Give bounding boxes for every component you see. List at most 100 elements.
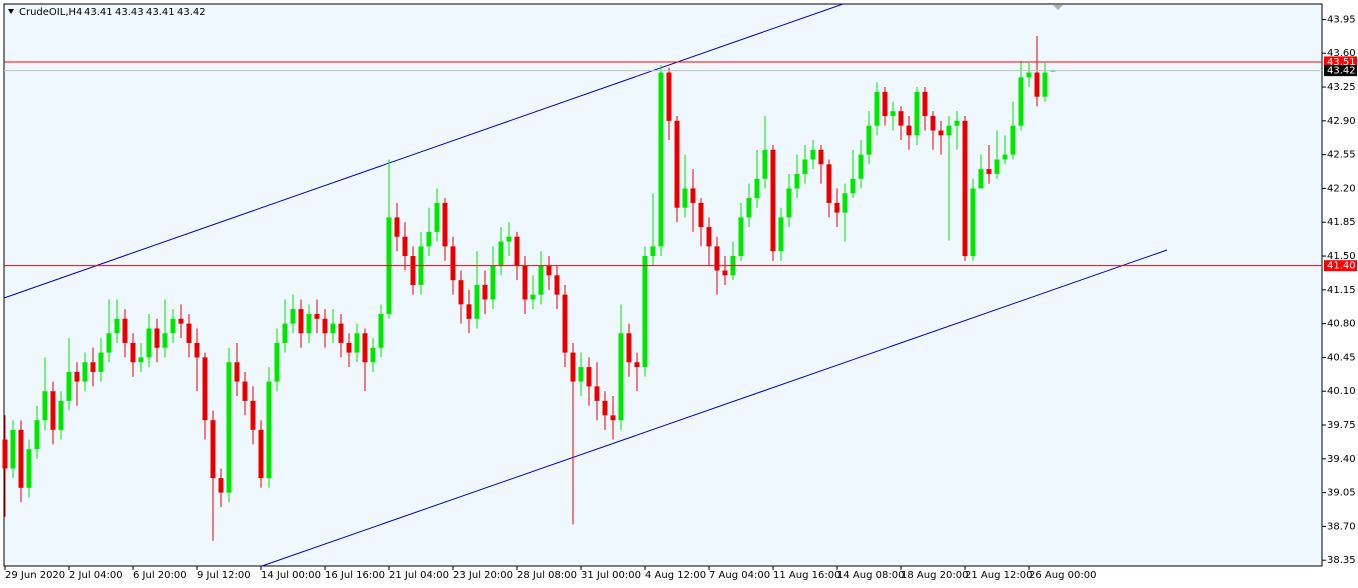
candle-body — [242, 381, 248, 401]
y-tick-label: 39.05 — [1327, 488, 1356, 499]
candle-body — [146, 328, 152, 358]
candle-body — [610, 415, 616, 421]
candle-body — [82, 362, 88, 382]
x-tick-label: 21 Aug 12:00 — [965, 570, 1032, 581]
candle-body — [914, 91, 920, 136]
candle-body — [1018, 77, 1024, 126]
y-tick-label: 42.55 — [1327, 150, 1356, 161]
candle-body — [970, 188, 976, 257]
candle-body — [362, 333, 368, 363]
candle-body — [458, 280, 464, 305]
candle-body — [786, 188, 792, 218]
candle-body — [450, 246, 456, 281]
candle-body — [842, 193, 848, 213]
candle-body — [882, 91, 888, 117]
bid-label: 43.42 — [1327, 66, 1356, 77]
x-tick-label: 11 Aug 16:00 — [773, 570, 840, 581]
candle-body — [818, 149, 824, 165]
candle-body — [34, 420, 40, 450]
candle-body — [890, 111, 896, 117]
candle-body — [162, 333, 168, 348]
candle-body — [290, 309, 296, 324]
price-line-label: 43.51 — [1327, 57, 1356, 68]
candle-body — [322, 318, 328, 334]
candle-body — [490, 265, 496, 300]
candle-body — [898, 111, 904, 126]
candle-body — [810, 149, 816, 160]
y-tick-label: 39.40 — [1327, 454, 1356, 465]
candle-body — [306, 313, 312, 334]
candle-body — [642, 256, 648, 368]
candle-body — [802, 159, 808, 174]
bid-tag — [1324, 65, 1357, 77]
y-tick-label: 40.80 — [1327, 319, 1356, 330]
candle-body — [114, 318, 120, 334]
candle-body — [874, 91, 880, 126]
candle-body — [850, 178, 856, 194]
candle-body — [530, 294, 536, 300]
candle-body — [514, 236, 520, 266]
candle-body — [946, 125, 952, 136]
candle-body — [218, 478, 224, 493]
candle-body — [722, 270, 728, 276]
candle-body — [754, 178, 760, 199]
candle-body — [626, 333, 632, 363]
x-tick-label: 4 Aug 12:00 — [645, 570, 706, 581]
candle-body — [170, 318, 176, 334]
candle-body — [762, 149, 768, 179]
candle-body — [370, 347, 376, 363]
candle-body — [210, 420, 216, 479]
x-tick-label: 21 Jul 04:00 — [389, 570, 449, 581]
shift-marker — [1053, 5, 1063, 10]
candle-body — [706, 227, 712, 247]
candle-body — [98, 352, 104, 372]
candle-body — [682, 188, 688, 208]
y-tick-label: 41.85 — [1327, 217, 1356, 228]
x-tick-label: 6 Jul 20:00 — [133, 570, 187, 581]
candle-body — [634, 362, 640, 368]
candle-body — [346, 342, 352, 353]
candle-body — [50, 391, 56, 430]
candle-body — [178, 318, 184, 324]
candle-body — [234, 362, 240, 382]
candle-body — [474, 285, 480, 319]
candle-body — [258, 429, 264, 479]
ohlc-high: 43.43 — [115, 7, 144, 18]
price-line-tag — [1324, 56, 1357, 68]
candle-body — [770, 149, 776, 252]
chart-title: CrudeOIL,H4 — [19, 7, 82, 18]
y-tick-label: 39.75 — [1327, 420, 1356, 431]
y-tick-label: 42.90 — [1327, 116, 1356, 127]
price-line-tag — [1324, 260, 1357, 272]
candle-body — [90, 362, 96, 372]
candle-body — [618, 333, 624, 421]
candle-body — [194, 342, 200, 358]
x-tick-label: 16 Jul 16:00 — [325, 570, 385, 581]
candle-body — [138, 357, 144, 363]
symbol-menu-arrow[interactable] — [8, 9, 14, 14]
candle-body — [1026, 72, 1032, 78]
x-tick-label: 2 Jul 04:00 — [69, 570, 123, 581]
candle-body — [274, 342, 280, 382]
x-tick-label: 9 Jul 12:00 — [197, 570, 251, 581]
y-tick-label: 38.35 — [1327, 555, 1356, 566]
candle-body — [866, 125, 872, 155]
candle-body — [58, 400, 64, 430]
candle-body — [586, 367, 592, 387]
candle-body — [658, 72, 664, 247]
candle-body — [74, 371, 80, 382]
candle-body — [1002, 154, 1008, 160]
candle-body — [674, 120, 680, 208]
candle-body — [986, 169, 992, 174]
candle-body — [1034, 72, 1040, 97]
candle-body — [738, 217, 744, 257]
candle-body — [962, 120, 968, 257]
candle-body — [26, 449, 32, 488]
x-tick-label: 14 Jul 00:00 — [261, 570, 321, 581]
candle-body — [690, 188, 696, 203]
price-line-label: 41.40 — [1327, 261, 1356, 272]
candle-body — [338, 323, 344, 343]
candle-body — [546, 265, 552, 276]
candle-body — [106, 333, 112, 353]
